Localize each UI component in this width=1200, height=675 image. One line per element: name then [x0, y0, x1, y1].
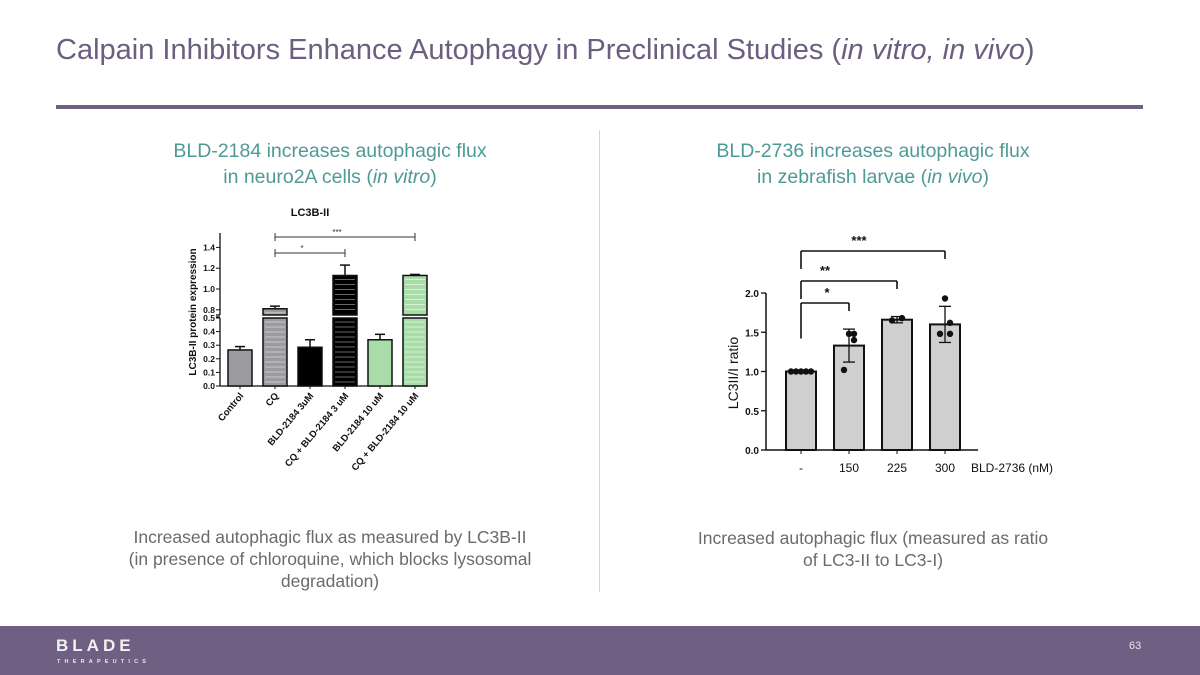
left-subheading-italic: in vitro — [372, 166, 431, 188]
bar-upper-segment — [332, 274, 358, 316]
lc3b-ii-bar-chart: LC3B-II LC3B-II protein expression 0.0 0.1 0… — [188, 207, 428, 474]
y-tick-label: 0.8 — [203, 305, 215, 315]
y-tick-label: 1.4 — [203, 242, 215, 252]
data-point — [792, 368, 800, 375]
x-tick-label: 300 — [935, 461, 955, 475]
right-subheading-italic: in vivo — [927, 166, 983, 188]
data-point — [845, 330, 853, 338]
significance-label: *** — [851, 233, 867, 248]
data-point — [941, 295, 949, 302]
data-point — [850, 330, 858, 338]
lc3-ratio-bar-chart: LC3II/I ratio 0.0 0.5 1.0 1.5 2.0 - 150 225 300 BL… — [725, 233, 1053, 475]
title-divider — [56, 105, 1143, 109]
x-tick-label: - — [799, 461, 803, 475]
right-caption-line1: Increased autophagic flux (measured as r… — [697, 528, 1049, 548]
y-tick-label: 1.0 — [745, 368, 759, 379]
right-subheading-text: in zebrafish larvae ( — [757, 166, 928, 188]
bar — [833, 344, 865, 451]
footer-bar: BLADE THERAPEUTICS 63 — [0, 626, 1200, 675]
y-tick-label: 2.0 — [745, 289, 759, 300]
data-point — [807, 368, 815, 375]
left-subheading-end: ) — [430, 166, 437, 188]
title-end-text: ) — [1024, 34, 1035, 66]
x-tick-label: 150 — [839, 461, 859, 475]
left-caption: Increased autophagic flux as measured by… — [80, 526, 580, 592]
data-point — [850, 336, 858, 344]
significance-label: ** — [820, 263, 831, 278]
left-subheading: BLD-2184 increases autophagic flux in ne… — [100, 138, 560, 190]
bar-upper-segment — [402, 274, 428, 316]
bar — [881, 318, 913, 451]
right-caption-line2: of LC3-II to LC3-I) — [802, 550, 944, 570]
chart-title: LC3B-II — [291, 207, 330, 219]
significance-label: * — [824, 285, 830, 300]
x-tick-label: CQ + BLD-2184 10 uM — [350, 391, 422, 474]
data-point — [946, 319, 954, 327]
data-point — [898, 314, 906, 322]
y-tick-label: 0.0 — [203, 381, 215, 391]
right-subheading-end: ) — [982, 166, 989, 188]
y-tick-label: 1.0 — [203, 284, 215, 294]
x-axis-label: BLD-2736 (nM) — [971, 461, 1053, 475]
y-tick-label: 0.5 — [203, 313, 215, 323]
right-subheading: BLD-2736 increases autophagic flux in ze… — [640, 138, 1106, 190]
right-subheading-line1: BLD-2736 increases autophagic flux — [716, 140, 1030, 162]
bar-upper-segment — [262, 308, 288, 316]
column-divider — [599, 130, 600, 592]
bar — [227, 349, 253, 387]
left-subheading-line2: in neuro2A cells (in vitro) — [100, 164, 560, 190]
y-tick-label: 0.3 — [203, 340, 215, 350]
data-point — [797, 368, 805, 375]
right-subheading-line2: in zebrafish larvae (in vivo) — [640, 164, 1106, 190]
data-point — [936, 330, 944, 338]
x-tick-label: Control — [216, 391, 246, 424]
y-axis-label: LC3II/I ratio — [725, 337, 741, 410]
data-point — [946, 330, 954, 338]
page-number: 63 — [1129, 640, 1142, 652]
x-tick-label: CQ + BLD-2184 3 uM — [283, 391, 351, 470]
y-tick-label: 0.2 — [203, 354, 215, 364]
y-tick-label: 1.5 — [745, 328, 759, 339]
y-axis-label: LC3B-II protein expression — [188, 248, 199, 375]
x-tick-label: CQ — [264, 391, 282, 409]
y-tick-label: 0.1 — [203, 367, 215, 377]
blade-logo-subtitle: THERAPEUTICS — [57, 659, 151, 665]
data-point — [787, 368, 795, 375]
left-caption-line1: Increased autophagic flux as measured by… — [133, 527, 527, 547]
y-tick-label: 0.0 — [745, 446, 759, 457]
title-text: Calpain Inhibitors Enhance Autophagy in … — [56, 34, 842, 66]
data-point — [888, 317, 896, 324]
bar — [297, 346, 323, 387]
slide-title: Calpain Inhibitors Enhance Autophagy in … — [56, 34, 1035, 67]
significance-label: *** — [332, 228, 341, 237]
left-subheading-line1: BLD-2184 increases autophagic flux — [173, 140, 487, 162]
x-tick-label: 225 — [887, 461, 907, 475]
y-tick-label: 0.5 — [745, 407, 759, 418]
left-caption-line2: (in presence of chloroquine, which block… — [128, 549, 532, 569]
left-caption-line3: degradation) — [280, 571, 380, 591]
y-tick-label: 0.4 — [203, 327, 215, 337]
title-italic-text: in vitro, in vivo — [841, 34, 1025, 66]
left-subheading-text: in neuro2A cells ( — [223, 166, 373, 188]
significance-label: * — [300, 244, 303, 253]
bar — [367, 339, 393, 387]
data-point — [802, 368, 810, 375]
bar — [785, 370, 817, 451]
data-point — [840, 366, 848, 374]
y-tick-label: 1.2 — [203, 263, 215, 273]
bar — [929, 323, 961, 451]
right-caption: Increased autophagic flux (measured as r… — [640, 527, 1106, 571]
blade-logo: BLADE — [56, 636, 135, 655]
